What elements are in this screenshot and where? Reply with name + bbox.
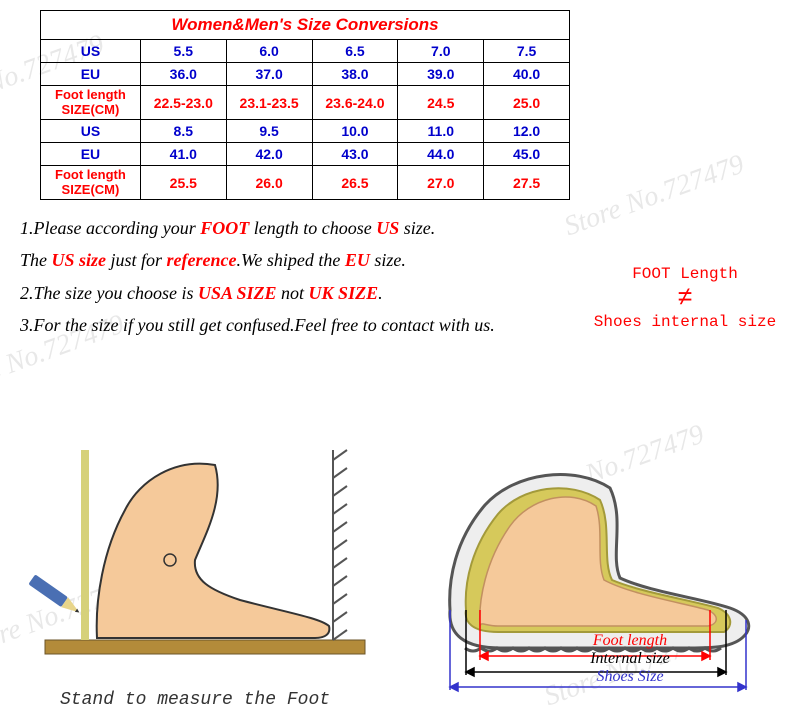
text: .We shiped the: [237, 250, 345, 270]
table-cell: 37.0: [226, 63, 312, 86]
table-cell: 6.0: [226, 40, 312, 63]
foot-measure-diagram: [25, 440, 385, 690]
internal-size-label: Internal size: [540, 650, 720, 668]
text: USA SIZE: [198, 283, 277, 303]
table-cell: 8.5: [140, 120, 226, 143]
table-cell: 25.0: [484, 86, 570, 120]
table-title: Women&Men's Size Conversions: [41, 11, 570, 40]
row-label: Foot lengthSIZE(CM): [41, 86, 141, 120]
size-conversion-table: Women&Men's Size Conversions US5.56.06.5…: [40, 10, 570, 200]
table-cell: 27.5: [484, 166, 570, 200]
table-cell: 41.0: [140, 143, 226, 166]
table-cell: 43.0: [312, 143, 398, 166]
table-cell: 26.5: [312, 166, 398, 200]
text: 2.The size you choose is: [20, 283, 198, 303]
text: reference: [167, 250, 237, 270]
table-cell: 23.1-23.5: [226, 86, 312, 120]
table-cell: 6.5: [312, 40, 398, 63]
table-row: US8.59.510.011.012.0: [41, 120, 570, 143]
text: FOOT: [200, 218, 249, 238]
instruction-2: 2.The size you choose is USA SIZE not UK…: [20, 277, 560, 309]
table-cell: 12.0: [484, 120, 570, 143]
table-row: Foot lengthSIZE(CM)25.526.026.527.027.5: [41, 166, 570, 200]
table-cell: 24.5: [398, 86, 484, 120]
text: not: [277, 283, 309, 303]
size-table-container: Women&Men's Size Conversions US5.56.06.5…: [0, 0, 800, 200]
instruction-3: 3.For the size if you still get confused…: [20, 309, 560, 341]
table-cell: 27.0: [398, 166, 484, 200]
table-cell: 38.0: [312, 63, 398, 86]
table-cell: 7.0: [398, 40, 484, 63]
shoes-size-label: Shoes Size: [540, 668, 720, 686]
table-cell: 44.0: [398, 143, 484, 166]
table-cell: 9.5: [226, 120, 312, 143]
text: 1.Please according your: [20, 218, 200, 238]
text: US size: [52, 250, 111, 270]
text: The: [20, 250, 52, 270]
instruction-1: 1.Please according your FOOT length to c…: [20, 212, 560, 244]
table-row: Foot lengthSIZE(CM)22.5-23.023.1-23.523.…: [41, 86, 570, 120]
text: .: [378, 283, 383, 303]
table-cell: 5.5: [140, 40, 226, 63]
foot-length-label: Foot length: [540, 632, 720, 650]
text: size.: [370, 250, 406, 270]
table-cell: 7.5: [484, 40, 570, 63]
row-label: EU: [41, 143, 141, 166]
table-cell: 26.0: [226, 166, 312, 200]
diagram1-caption: Stand to measure the Foot: [60, 690, 330, 710]
text: EU: [345, 250, 370, 270]
row-label: EU: [41, 63, 141, 86]
table-cell: 39.0: [398, 63, 484, 86]
text: UK SIZE: [309, 283, 379, 303]
table-cell: 22.5-23.0: [140, 86, 226, 120]
table-cell: 10.0: [312, 120, 398, 143]
text: just for: [111, 250, 167, 270]
row-label: US: [41, 120, 141, 143]
row-label: Foot lengthSIZE(CM): [41, 166, 141, 200]
table-cell: 40.0: [484, 63, 570, 86]
instructions-block: 1.Please according your FOOT length to c…: [0, 200, 560, 342]
text: length to choose: [249, 218, 376, 238]
diagrams-container: Foot length Internal size Shoes Size: [0, 440, 800, 720]
table-row: US5.56.06.57.07.5: [41, 40, 570, 63]
table-cell: 23.6-24.0: [312, 86, 398, 120]
text: US: [376, 218, 399, 238]
table-cell: 11.0: [398, 120, 484, 143]
table-cell: 25.5: [140, 166, 226, 200]
table-cell: 36.0: [140, 63, 226, 86]
row-label: US: [41, 40, 141, 63]
table-row: EU36.037.038.039.040.0: [41, 63, 570, 86]
table-row: EU41.042.043.044.045.0: [41, 143, 570, 166]
table-cell: 45.0: [484, 143, 570, 166]
instruction-1b: The US size just for reference.We shiped…: [20, 244, 560, 276]
text: size.: [399, 218, 435, 238]
table-cell: 42.0: [226, 143, 312, 166]
